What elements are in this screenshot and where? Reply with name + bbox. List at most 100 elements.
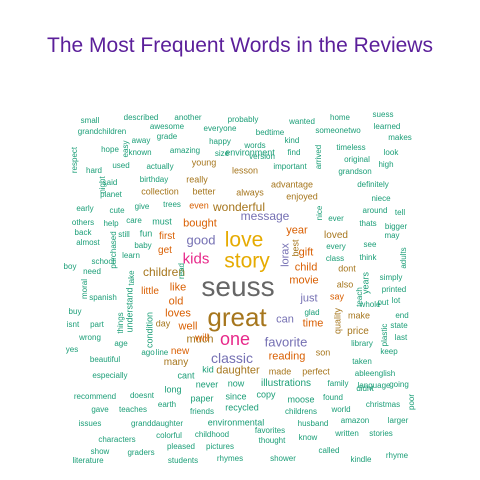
word-look: look — [383, 148, 399, 157]
word-graders: graders — [127, 448, 155, 457]
word-literature: literature — [72, 456, 104, 465]
word-care: care — [126, 216, 142, 225]
word-students: students — [167, 456, 199, 465]
word-classic: classic — [210, 350, 254, 366]
word-world: world — [331, 405, 351, 414]
word-show: show — [90, 447, 110, 456]
word-whole: whole — [359, 300, 381, 309]
word-almost: almost — [76, 238, 100, 247]
word-moral: moral — [80, 278, 89, 300]
word-taken: taken — [352, 357, 372, 366]
word-class: class — [325, 254, 345, 263]
word-perfect: perfect — [302, 366, 330, 377]
word-old: old — [168, 295, 184, 308]
word-granddaughter: granddaughter — [130, 419, 184, 428]
word-cute: cute — [109, 206, 125, 215]
word-good: good — [186, 232, 216, 248]
word-read: read — [177, 262, 186, 280]
word-gave: gave — [91, 405, 109, 414]
word-arrived: arrived — [314, 144, 323, 170]
word-respect: respect — [70, 146, 79, 174]
word-known: known — [128, 148, 152, 157]
word-fun: fun — [139, 228, 153, 239]
word-enjoyed: enjoyed — [286, 191, 318, 202]
word-original: original — [344, 155, 370, 164]
word-awesome: awesome — [149, 122, 185, 131]
word-school: school — [91, 257, 115, 266]
word-childrens: childrens — [284, 407, 318, 416]
word-pleased: pleased — [166, 442, 196, 451]
word-last: last — [394, 333, 408, 342]
word-say: say — [329, 291, 345, 302]
word-much: much — [186, 333, 214, 346]
word-hard: hard — [85, 166, 103, 175]
word-daughter: daughter — [216, 364, 260, 377]
word-wonderful: wonderful — [212, 200, 266, 214]
word-gift: gift — [298, 246, 314, 259]
word-pictures: pictures — [205, 442, 235, 451]
word-high: high — [378, 160, 394, 169]
word-grandchildren: grandchildren — [77, 127, 127, 136]
word-isnt: isnt — [66, 320, 80, 329]
word-family: family — [327, 379, 349, 388]
word-thought: thought — [258, 436, 286, 445]
word-probably: probably — [227, 115, 259, 124]
word-said: said — [102, 178, 118, 187]
word-many: many — [163, 357, 189, 368]
word-thats: thats — [359, 219, 377, 228]
word-son: son — [315, 347, 331, 358]
word-still: still — [118, 230, 130, 239]
word-adults: adults — [399, 247, 408, 269]
word-part: part — [90, 320, 104, 329]
word-lesson: lesson — [231, 165, 259, 176]
word-away: away — [131, 136, 151, 145]
word-favorite: favorite — [264, 334, 308, 350]
word-understand: understand — [124, 287, 135, 333]
word-happy: happy — [209, 137, 231, 146]
word-easy: easy — [121, 140, 130, 158]
word-little: little — [141, 286, 159, 297]
word-spanish: spanish — [89, 293, 117, 302]
word-wrong: wrong — [79, 333, 101, 342]
word-reading: reading — [268, 350, 306, 363]
word-movie: movie — [289, 274, 319, 287]
word-size: size — [214, 149, 230, 158]
word-help: help — [103, 219, 119, 228]
word-story: story — [224, 249, 270, 273]
word-need: need — [83, 267, 101, 276]
word-think: think — [359, 253, 377, 262]
word-dont: dont — [338, 263, 356, 274]
word-christmas: christmas — [365, 400, 401, 409]
word-get: get — [158, 245, 172, 256]
word-stories: stories — [369, 429, 393, 438]
word-makes: makes — [388, 133, 412, 142]
word-advantage: advantage — [270, 179, 314, 190]
word-library: library — [351, 339, 373, 348]
word-favorites: favorites — [254, 426, 286, 435]
word-never: never — [195, 379, 219, 390]
word-loved: loved — [324, 230, 348, 241]
word-going: going — [389, 380, 409, 389]
word-someonetwo: someonetwo — [315, 126, 361, 135]
word-state: state — [390, 321, 408, 330]
word-environmental: environmental — [207, 417, 265, 428]
word-ableenglish: ableenglish — [354, 369, 396, 378]
word-first: first — [158, 231, 176, 242]
word-end: end — [395, 311, 409, 320]
word-early: early — [76, 204, 94, 213]
word-can: can — [276, 313, 294, 326]
word-grandson: grandson — [338, 167, 372, 176]
word-used: used — [112, 161, 130, 170]
word-rhyme: rhyme — [385, 451, 409, 460]
word-year: year — [286, 224, 308, 237]
word-cant: cant — [177, 370, 195, 381]
word-learned: learned — [373, 122, 401, 131]
word-made: made — [268, 366, 292, 377]
word-time: time — [302, 317, 324, 330]
word-definitely: definitely — [357, 180, 389, 189]
word-ago: ago — [141, 348, 155, 357]
word-bigger: bigger — [384, 222, 408, 231]
word-simply: simply — [379, 273, 403, 282]
word-back: back — [74, 228, 92, 237]
word-make: make — [347, 310, 371, 321]
